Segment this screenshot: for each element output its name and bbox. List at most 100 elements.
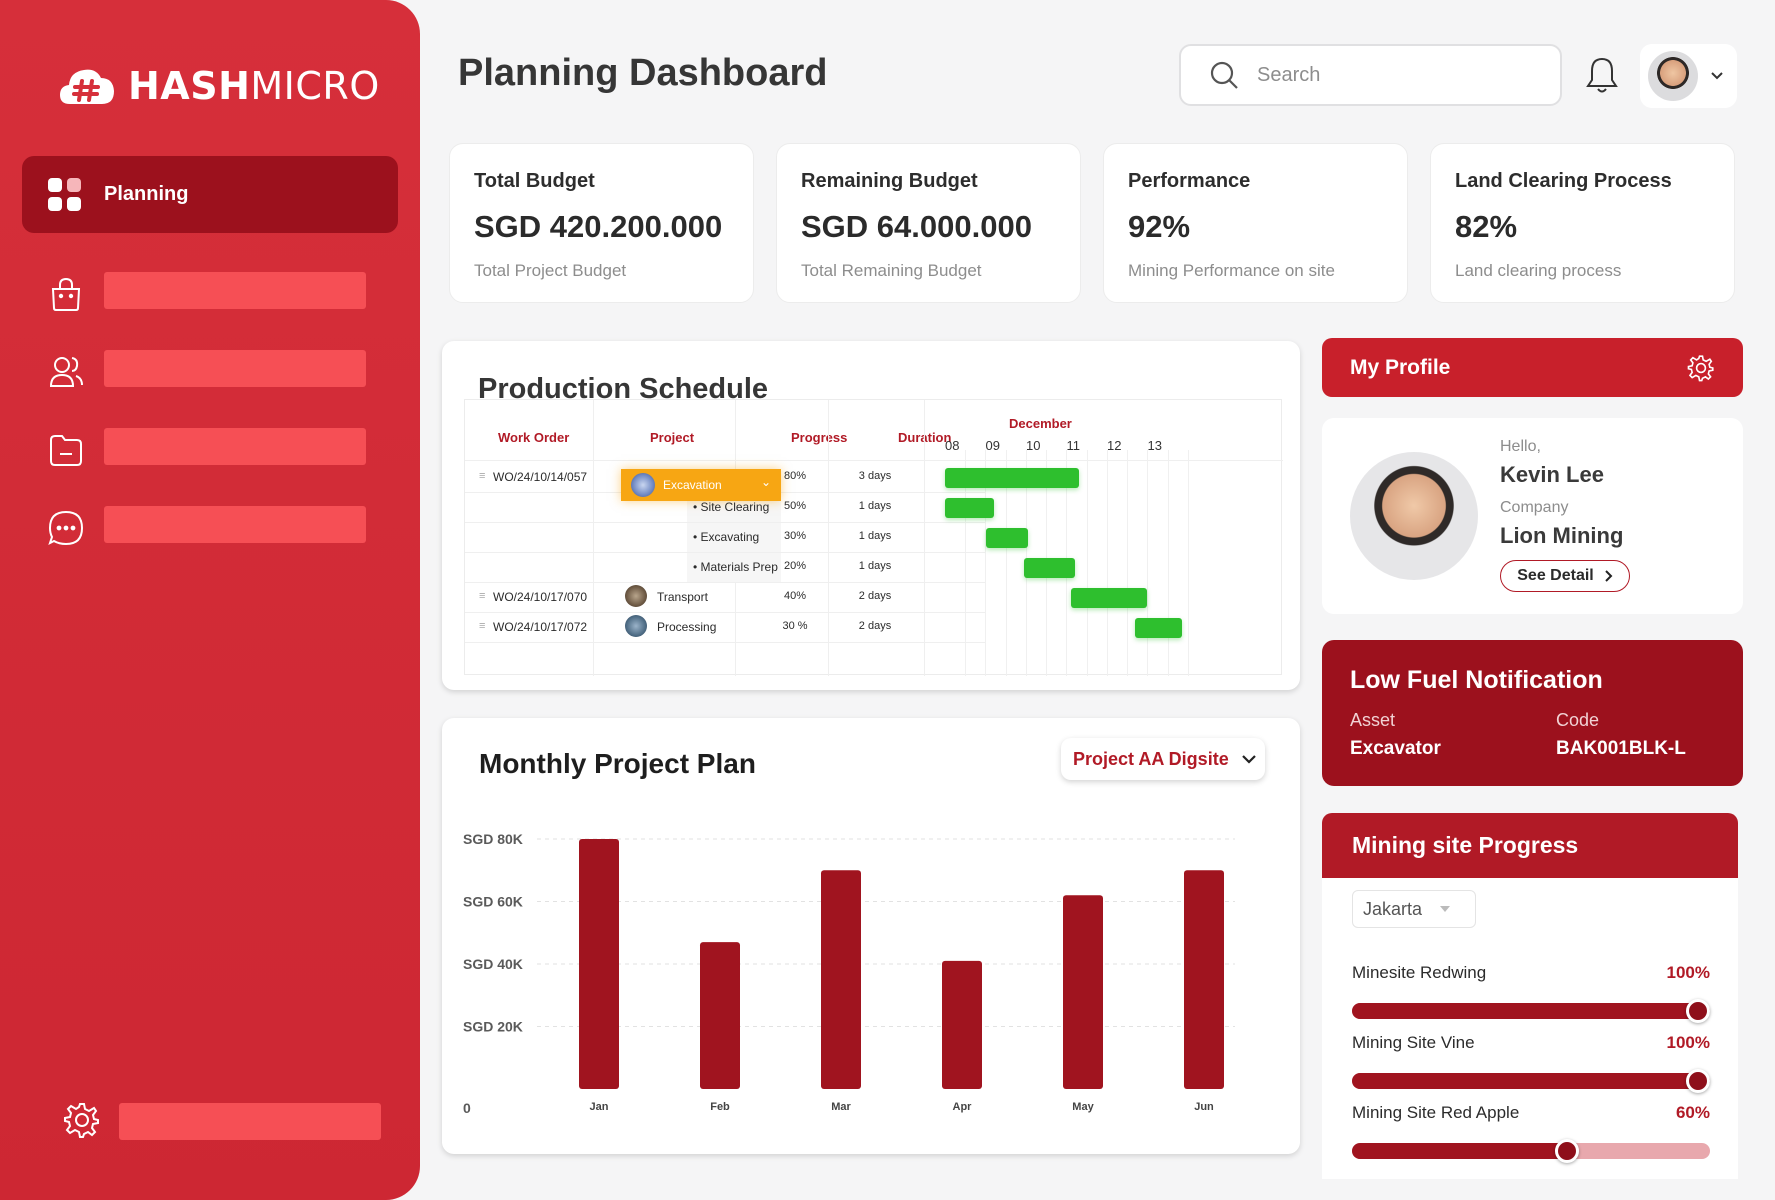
panel-title: Monthly Project Plan — [479, 748, 756, 779]
gantt-gridline — [1005, 450, 1007, 676]
row-divider — [465, 552, 985, 553]
stat-card-performance: Performance 92% Mining Performance on si… — [1103, 143, 1408, 303]
asset-label: Asset — [1350, 710, 1396, 730]
row-divider — [465, 522, 985, 523]
subtask-name[interactable]: • Excavating — [693, 530, 760, 544]
drag-handle-icon[interactable]: ≡ — [479, 620, 486, 632]
column-header-work-order[interactable]: Work Order — [498, 430, 570, 445]
sidebar-item-users[interactable] — [44, 350, 88, 394]
column-divider — [593, 400, 594, 676]
bell-icon[interactable] — [1584, 56, 1620, 94]
site-percent: 60% — [1675, 1103, 1710, 1122]
project-excavation-expanded[interactable]: Excavation ⌄ — [621, 469, 781, 501]
location-select[interactable]: Jakarta — [1352, 890, 1476, 928]
company-label: Company — [1500, 499, 1569, 516]
sidebar-item-placeholder[interactable] — [119, 1103, 381, 1140]
column-header-project[interactable]: Project — [650, 430, 695, 445]
chevron-down-icon: ⌄ — [760, 475, 771, 489]
sidebar-item-planning[interactable]: Planning — [22, 156, 398, 233]
gantt-day-label: 10 — [1026, 438, 1041, 453]
x-tick-label: Apr — [953, 1101, 973, 1113]
sidebar: HASHMICRO Planning — [0, 0, 420, 1200]
mining-progress-panel: Mining site Progress Jakarta Minesite Re… — [1322, 813, 1738, 1179]
subtask-name[interactable]: • Materials Prep — [693, 560, 778, 574]
profile-header: My Profile — [1322, 338, 1743, 397]
sidebar-item-files[interactable] — [44, 428, 88, 472]
site-name: Mining Site Vine — [1352, 1033, 1475, 1052]
progress-fill — [1352, 1073, 1710, 1089]
profile-header-title: My Profile — [1350, 355, 1451, 379]
x-tick-label: Mar — [831, 1101, 851, 1113]
user-menu[interactable] — [1640, 44, 1737, 108]
stat-value: 92% — [1128, 209, 1191, 244]
progress-knob[interactable] — [1554, 1139, 1579, 1163]
gantt-bar[interactable] — [945, 468, 1079, 488]
project-select[interactable]: Project AA Digsite — [1061, 738, 1265, 780]
chevron-right-icon — [1605, 570, 1613, 582]
y-tick-label: 0 — [463, 1100, 471, 1116]
progress-knob[interactable] — [1686, 999, 1710, 1023]
stat-title: Remaining Budget — [801, 170, 978, 192]
column-divider — [924, 400, 925, 676]
monthly-plan-panel: Monthly Project Plan Project AA Digsite … — [442, 718, 1300, 1154]
sidebar-item-shop[interactable] — [44, 272, 88, 316]
gantt-table: Work Order Project Progress Duration Dec… — [464, 399, 1283, 676]
bar — [579, 839, 619, 1089]
gantt-bar[interactable] — [985, 528, 1029, 548]
subtask-name[interactable]: • Site Clearing — [693, 500, 770, 514]
gantt-bar[interactable] — [1070, 588, 1148, 608]
company-name: Lion Mining — [1500, 523, 1624, 548]
brand-name: HASHMICRO — [128, 64, 380, 108]
stat-value: SGD 64.000.000 — [801, 209, 1032, 244]
gantt-day-label: 12 — [1107, 438, 1122, 453]
brand-logo[interactable]: HASHMICRO — [58, 64, 380, 108]
progress-knob[interactable] — [1686, 1069, 1710, 1093]
gantt-bar[interactable] — [1023, 558, 1075, 578]
subtask-background — [687, 552, 781, 582]
gantt-bar[interactable] — [1135, 618, 1182, 638]
location-select-value: Jakarta — [1363, 898, 1423, 919]
bar — [942, 960, 982, 1089]
duration-value: 2 days — [858, 620, 892, 632]
page-title: Planning Dashboard — [458, 52, 828, 94]
gantt-bar[interactable] — [945, 498, 994, 518]
project-avatar — [625, 585, 647, 607]
sidebar-item-placeholder[interactable] — [104, 350, 366, 387]
gantt-day-label: 11 — [1066, 438, 1081, 453]
stat-card-land-clearing: Land Clearing Process 82% Land clearing … — [1430, 143, 1735, 303]
project-name[interactable]: Transport — [657, 590, 708, 604]
row-divider — [465, 582, 985, 583]
stat-value: SGD 420.200.000 — [474, 209, 723, 244]
bar — [1063, 895, 1103, 1089]
y-tick-label: SGD 80K — [463, 831, 523, 847]
sidebar-item-settings[interactable] — [60, 1098, 104, 1142]
search-input[interactable] — [1257, 63, 1517, 87]
gantt-month: December — [1009, 416, 1072, 431]
production-schedule-panel: Production Schedule Work Order Project P… — [442, 341, 1300, 690]
gantt-day-label: 08 — [945, 438, 960, 453]
low-fuel-notification[interactable]: Low Fuel Notification Asset Excavator Co… — [1322, 640, 1743, 786]
gantt-gridline — [985, 450, 987, 676]
sidebar-item-placeholder[interactable] — [104, 506, 366, 543]
gantt-day-label: 13 — [1147, 438, 1162, 453]
progress-value: 40% — [783, 590, 807, 602]
sidebar-item-chat[interactable] — [44, 506, 88, 550]
column-divider — [828, 400, 829, 676]
sidebar-item-placeholder[interactable] — [104, 428, 366, 465]
see-detail-label: See Detail — [1517, 567, 1594, 584]
site-percent: 100% — [1666, 963, 1710, 982]
drag-handle-icon[interactable]: ≡ — [479, 470, 486, 482]
drag-handle-icon[interactable]: ≡ — [479, 590, 486, 602]
column-header-progress[interactable]: Progress — [791, 430, 848, 445]
row-divider — [465, 612, 985, 613]
see-detail-button[interactable]: See Detail — [1500, 560, 1630, 592]
site-name: Minesite Redwing — [1352, 963, 1487, 982]
logo-icon — [60, 69, 114, 104]
stat-subtitle: Total Project Budget — [474, 261, 627, 280]
project-name[interactable]: Processing — [657, 620, 717, 634]
bar-chart: 0 SGD 20K SGD 40K SGD 60K SGD 80K Jan Feb Mar Ap… — [463, 831, 1235, 1116]
search-bar[interactable] — [1179, 44, 1562, 106]
bar — [1184, 870, 1224, 1089]
gear-icon[interactable] — [1687, 354, 1715, 382]
sidebar-item-placeholder[interactable] — [104, 272, 366, 309]
